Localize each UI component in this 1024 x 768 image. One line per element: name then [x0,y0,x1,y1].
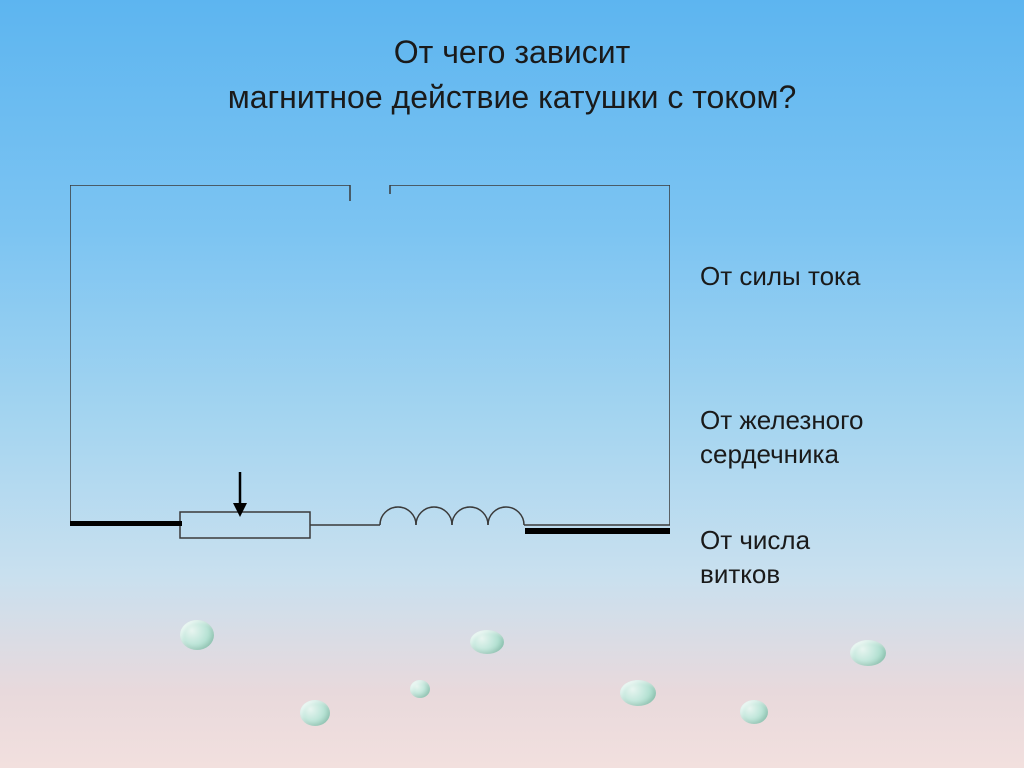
label-turns: От числа витков [700,490,810,591]
label-core: От железного сердечника [700,370,864,471]
label-text: От числа витков [700,525,810,589]
coil-arc-2 [416,507,452,525]
slide-title: От чего зависит магнитное действие катуш… [0,30,1024,120]
power-line-thick [70,521,182,526]
decorative-bubble [180,620,214,650]
coil-arc-1 [380,507,416,525]
circuit-diagram [70,185,670,565]
decorative-bubble [410,680,430,698]
decorative-bubble [470,630,504,654]
coil-arc-4 [488,507,524,525]
coil-arc-3 [452,507,488,525]
title-line-2: магнитное действие катушки с током? [228,79,797,115]
decorative-bubble [850,640,886,666]
label-text: От железного сердечника [700,405,864,469]
rheostat-arrow-head [233,503,247,517]
decorative-bubble [620,680,656,706]
label-text: От силы тока [700,261,860,291]
decorative-bubble [300,700,330,726]
title-line-1: От чего зависит [394,34,630,70]
circuit-svg [70,185,670,565]
iron-core [525,528,670,534]
label-current: От силы тока [700,260,860,294]
decorative-bubble [740,700,768,724]
